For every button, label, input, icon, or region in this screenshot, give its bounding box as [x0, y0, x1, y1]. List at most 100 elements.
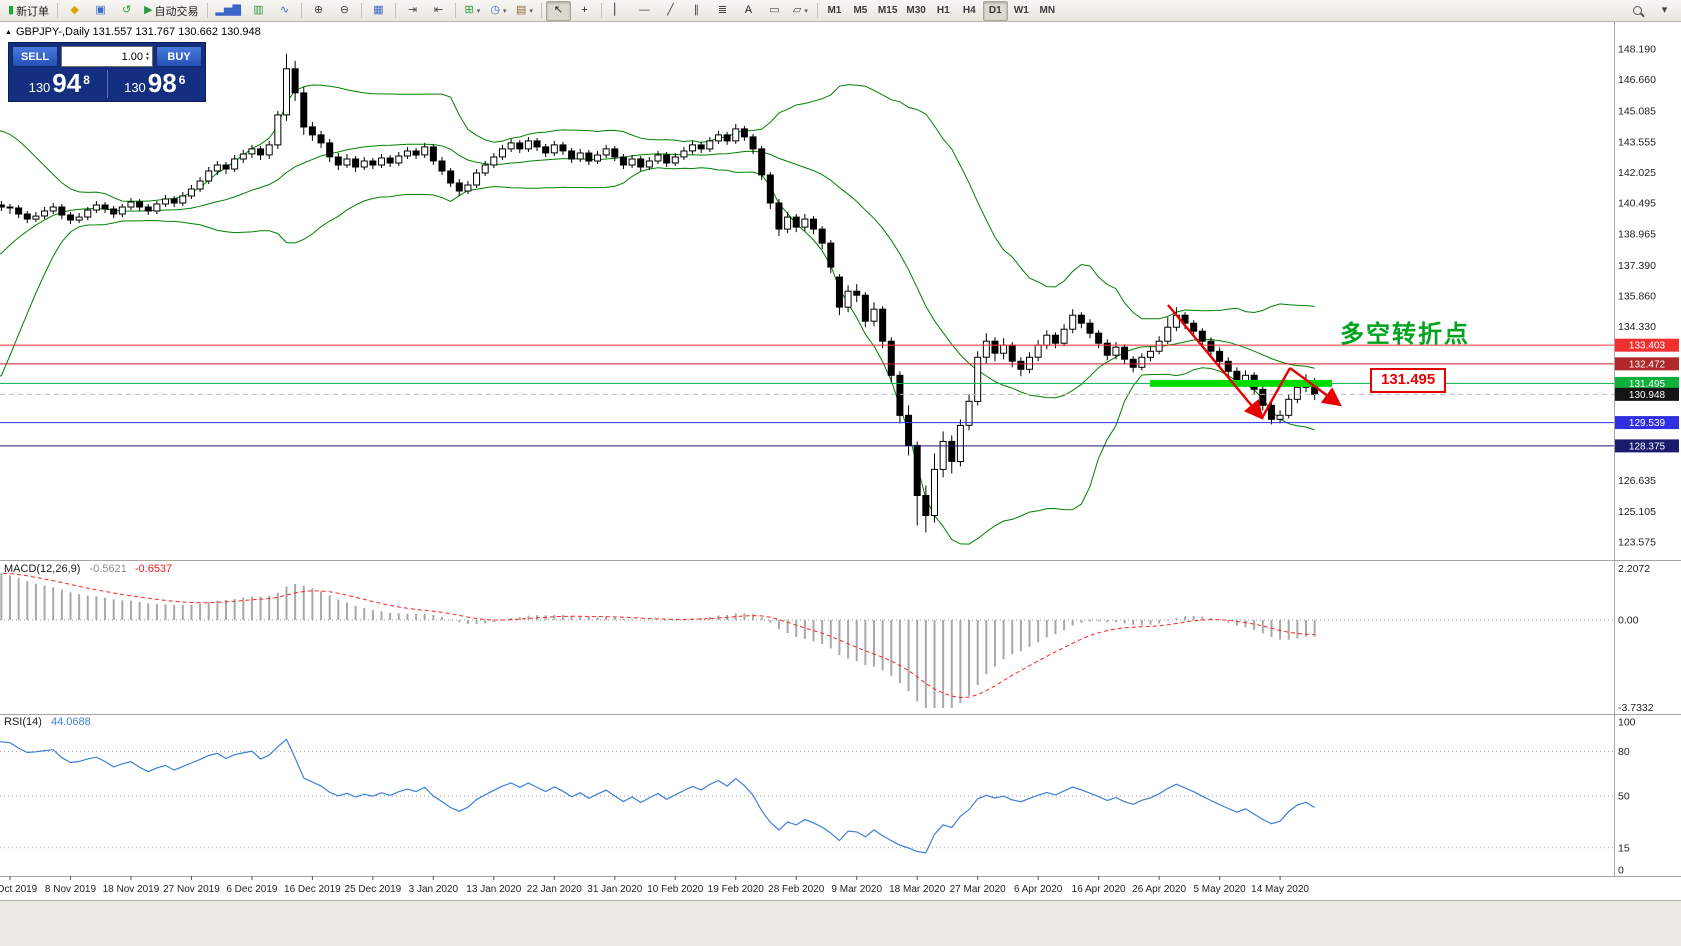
- shapes-button[interactable]: ▱ ▾: [788, 1, 813, 21]
- svg-text:125.105: 125.105: [1618, 506, 1656, 518]
- volume-stepper: ▲ ▼: [61, 46, 153, 67]
- toolbar-separator: [540, 3, 542, 18]
- chart-shift-button[interactable]: ⇤: [426, 1, 451, 21]
- svg-text:126.635: 126.635: [1618, 475, 1656, 487]
- toolbar-separator: [816, 3, 818, 18]
- svg-text:27 Mar 2020: 27 Mar 2020: [950, 884, 1007, 895]
- zoom-out-button[interactable]: ⊖: [332, 1, 357, 21]
- indicators-button[interactable]: ⊞ ▾: [460, 1, 485, 21]
- new-order-icon: ▮: [8, 4, 15, 16]
- svg-text:22 Jan 2020: 22 Jan 2020: [527, 884, 582, 895]
- magnifier-icon: [1633, 5, 1642, 15]
- new-order-button[interactable]: ▮ 新订单: [4, 1, 53, 21]
- chart-shift-icon: ⇤: [433, 4, 444, 16]
- macd-signal-line: [0, 572, 1315, 699]
- periods-button[interactable]: ◷ ▾: [486, 1, 511, 21]
- crosshair-button[interactable]: +: [572, 1, 597, 21]
- trendline-button[interactable]: ╱: [658, 1, 683, 21]
- svg-text:2.2072: 2.2072: [1618, 563, 1650, 575]
- svg-text:19 Feb 2020: 19 Feb 2020: [708, 884, 765, 895]
- toolbar-separator: [206, 3, 208, 18]
- bar-chart-icon: ▂▅▇: [215, 4, 241, 16]
- level-lines[interactable]: [0, 344, 1614, 447]
- candlestick-chart-button[interactable]: ▥: [246, 1, 271, 21]
- fibonacci-button[interactable]: ≣: [710, 1, 735, 21]
- timeframe-m30-button[interactable]: M30: [902, 1, 929, 21]
- label-button[interactable]: ▭: [762, 1, 787, 21]
- metaeditor-button[interactable]: ◆: [62, 1, 87, 21]
- line-chart-button[interactable]: ∿: [272, 1, 297, 21]
- search-button[interactable]: [1626, 1, 1651, 21]
- timeframe-m5-button[interactable]: M5: [848, 1, 873, 21]
- refresh-button[interactable]: ↺: [114, 1, 139, 21]
- svg-text:26 Apr 2020: 26 Apr 2020: [1132, 884, 1186, 895]
- timeframe-d1-button[interactable]: D1: [982, 0, 1008, 21]
- cursor-button[interactable]: ↖: [545, 0, 571, 21]
- rsi-line: [0, 738, 1315, 854]
- turning-point-label[interactable]: 多空转折点: [1340, 321, 1470, 348]
- svg-text:5 May 2020: 5 May 2020: [1193, 884, 1246, 895]
- svg-text:133.403: 133.403: [1629, 341, 1666, 352]
- timeframe-w1-button[interactable]: W1: [1009, 1, 1034, 21]
- vertical-line-icon: ▏: [614, 4, 623, 16]
- timeframe-h1-label: H1: [936, 5, 950, 16]
- macd-signal-value: -0.6537: [134, 563, 173, 575]
- rsi-indicator-label: RSI(14) 44.0688: [4, 716, 91, 728]
- text-icon: A: [744, 4, 753, 16]
- sell-price-display[interactable]: 130 94 8: [12, 70, 107, 98]
- trend-arrow-1[interactable]: [1167, 304, 1264, 420]
- bar-chart-button[interactable]: ▂▅▇: [212, 1, 245, 21]
- svg-text:15: 15: [1618, 842, 1630, 854]
- svg-text:142.025: 142.025: [1618, 167, 1656, 179]
- svg-text:134.330: 134.330: [1618, 321, 1656, 333]
- volume-increase-button[interactable]: ▲: [145, 50, 150, 57]
- profiles-button[interactable]: ▣: [88, 1, 113, 21]
- price-flag[interactable]: 131.495: [1370, 368, 1447, 393]
- metaeditor-icon: ◆: [70, 4, 79, 16]
- symbol-ohlc-text: GBPJPY-,Daily 131.557 131.767 130.662 13…: [15, 26, 261, 38]
- templates-icon: ▤: [515, 4, 527, 16]
- templates-button[interactable]: ▤ ▾: [512, 1, 537, 21]
- profiles-icon: ▣: [95, 4, 106, 16]
- timeframe-m15-button[interactable]: M15: [874, 1, 901, 21]
- tile-windows-icon: ▦: [373, 4, 384, 16]
- svg-text:27 Nov 2019: 27 Nov 2019: [163, 884, 220, 895]
- timeframe-h1-button[interactable]: H1: [931, 1, 956, 21]
- panel-separators[interactable]: [0, 22, 1681, 877]
- sell-button[interactable]: SELL: [12, 46, 58, 67]
- svg-text:130.948: 130.948: [1629, 390, 1666, 401]
- vertical-line-button[interactable]: ▏: [606, 1, 631, 21]
- main-chart-plot[interactable]: [0, 53, 1614, 545]
- overflow-button[interactable]: ▾: [1652, 1, 1677, 21]
- svg-text:13 Jan 2020: 13 Jan 2020: [466, 884, 521, 895]
- channel-button[interactable]: ∥: [684, 1, 709, 21]
- timeframe-m5-label: M5: [853, 5, 868, 16]
- buy-price-pipette: 6: [178, 73, 186, 87]
- buy-price-display[interactable]: 130 98 6: [106, 68, 203, 98]
- buy-button[interactable]: BUY: [156, 46, 202, 67]
- auto-scroll-button[interactable]: ⇥: [400, 1, 425, 21]
- auto-trading-button[interactable]: ▶ 自动交易: [140, 1, 202, 21]
- zoom-in-button[interactable]: ⊕: [306, 1, 331, 21]
- trend-arrows[interactable]: [1167, 304, 1342, 420]
- zoom-in-icon: ⊕: [313, 4, 324, 16]
- rsi-name: RSI(14): [4, 716, 42, 728]
- svg-text:8 Nov 2019: 8 Nov 2019: [45, 884, 97, 895]
- tile-windows-button[interactable]: ▦: [366, 1, 391, 21]
- text-button[interactable]: A: [736, 1, 761, 21]
- horizontal-line-button[interactable]: —: [632, 1, 657, 21]
- buy-price-pips: 98: [147, 68, 177, 98]
- line-chart-icon: ∿: [279, 4, 290, 16]
- shapes-icon: ▱: [792, 4, 802, 16]
- timeframe-mn-button[interactable]: MN: [1035, 1, 1060, 21]
- price-scale[interactable]: 148.190 146.660 145.085 143.555 142.025 140.4…: [1615, 44, 1679, 877]
- collapse-panel-icon[interactable]: ▲: [5, 28, 12, 36]
- timeframe-h4-button[interactable]: H4: [957, 1, 982, 21]
- toolbar-separator: [300, 3, 302, 18]
- volume-decrease-button[interactable]: ▼: [145, 55, 150, 62]
- timeframe-m1-button[interactable]: M1: [822, 1, 847, 21]
- trend-arrow-2[interactable]: [1289, 367, 1342, 407]
- volume-input[interactable]: [83, 50, 146, 63]
